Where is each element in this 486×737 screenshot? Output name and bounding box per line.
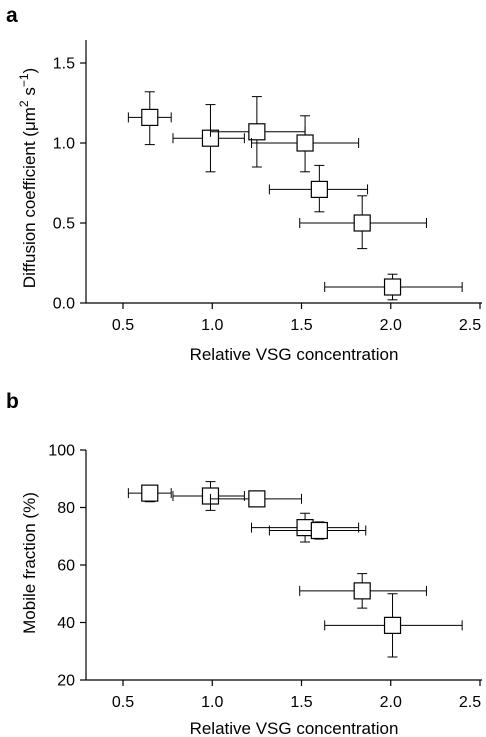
panel-b-y-tick-label: 40 — [57, 615, 75, 632]
panel-label-a: a — [6, 4, 18, 27]
panel-b-y-tick-label: 20 — [57, 673, 75, 690]
panel-a-data-point — [172, 104, 245, 173]
panel-b-data-points — [127, 481, 463, 658]
panel-b-data-point — [127, 484, 172, 503]
square-marker — [141, 108, 159, 127]
panel-a-x-tick-label: 2.5 — [459, 317, 481, 334]
panel-b-x-tick-label: 2.5 — [459, 694, 481, 711]
panel-b-y-tick-label: 60 — [57, 558, 75, 575]
panel-a-data-point — [268, 164, 369, 213]
panel-label-b: b — [6, 390, 19, 413]
panel-b-data-point — [172, 481, 245, 511]
panel-b-y-tick-label: 100 — [48, 443, 75, 460]
panel-b-data-point — [209, 490, 302, 508]
panel-a-x-tick-label: 1.0 — [201, 317, 223, 334]
panel-a-data-point — [127, 91, 172, 146]
panel-a-data-point — [324, 273, 463, 301]
panel-a-data-point — [299, 195, 427, 250]
panel-a-data-points — [127, 91, 463, 301]
panel-b-data-point — [299, 573, 427, 609]
square-marker — [248, 123, 266, 141]
square-marker — [310, 521, 328, 540]
panel-b-x-tick-label: 0.5 — [112, 694, 134, 711]
panel-a-x-tick-label: 0.5 — [112, 317, 134, 334]
panel-b-x-axis-label: Relative VSG concentration — [190, 719, 399, 737]
square-marker — [310, 180, 328, 198]
panel-b-chart: b 0.5 1.0 1.5 2.0 2.5 20 40 60 80 100 Relative VS… — [6, 390, 482, 737]
panel-b-data-point — [324, 593, 463, 658]
square-marker — [296, 519, 314, 537]
square-marker — [141, 484, 159, 502]
panel-a-y-tick-label: 0.5 — [53, 216, 75, 233]
square-marker — [296, 134, 314, 152]
panel-a-axes: 0.5 1.0 1.5 2.0 2.5 0.0 0.5 1.0 1.5 — [53, 40, 482, 334]
panel-b-x-tick-label: 1.0 — [201, 694, 223, 711]
panel-a-y-tick-label: 1.0 — [53, 136, 75, 153]
panel-a-data-point — [251, 115, 360, 173]
square-marker — [383, 278, 402, 296]
panel-a-y-tick-label: 1.5 — [53, 56, 75, 73]
panel-a-x-tick-label: 2.0 — [380, 317, 402, 334]
panel-b-y-axis-label: Mobile fraction (%) — [20, 492, 39, 634]
panel-b-x-tick-label: 1.5 — [290, 694, 312, 711]
panel-b-y-tick-label: 80 — [57, 500, 75, 517]
panel-b-x-tick-label: 2.0 — [380, 694, 402, 711]
square-marker — [353, 582, 371, 600]
panel-b-axes: 0.5 1.0 1.5 2.0 2.5 20 40 60 80 100 — [48, 443, 482, 711]
panel-b-data-point — [268, 521, 367, 540]
panel-a-x-tick-label: 1.5 — [290, 317, 312, 334]
square-marker — [248, 490, 266, 508]
square-marker — [383, 616, 402, 634]
panel-a-y-axis-label: Diffusion coefficient (μm2 s−1) — [17, 68, 39, 288]
panel-a-x-axis-label: Relative VSG concentration — [190, 345, 399, 364]
panel-a-chart: a 0.5 1.0 1.5 2.0 2.5 0.0 0.5 1.0 1.5 Relative V… — [6, 4, 482, 364]
square-marker — [353, 214, 371, 232]
panel-a-y-tick-label: 0.0 — [53, 296, 75, 313]
panel-b-data-point — [251, 512, 360, 543]
panel-a-data-point — [209, 96, 306, 168]
